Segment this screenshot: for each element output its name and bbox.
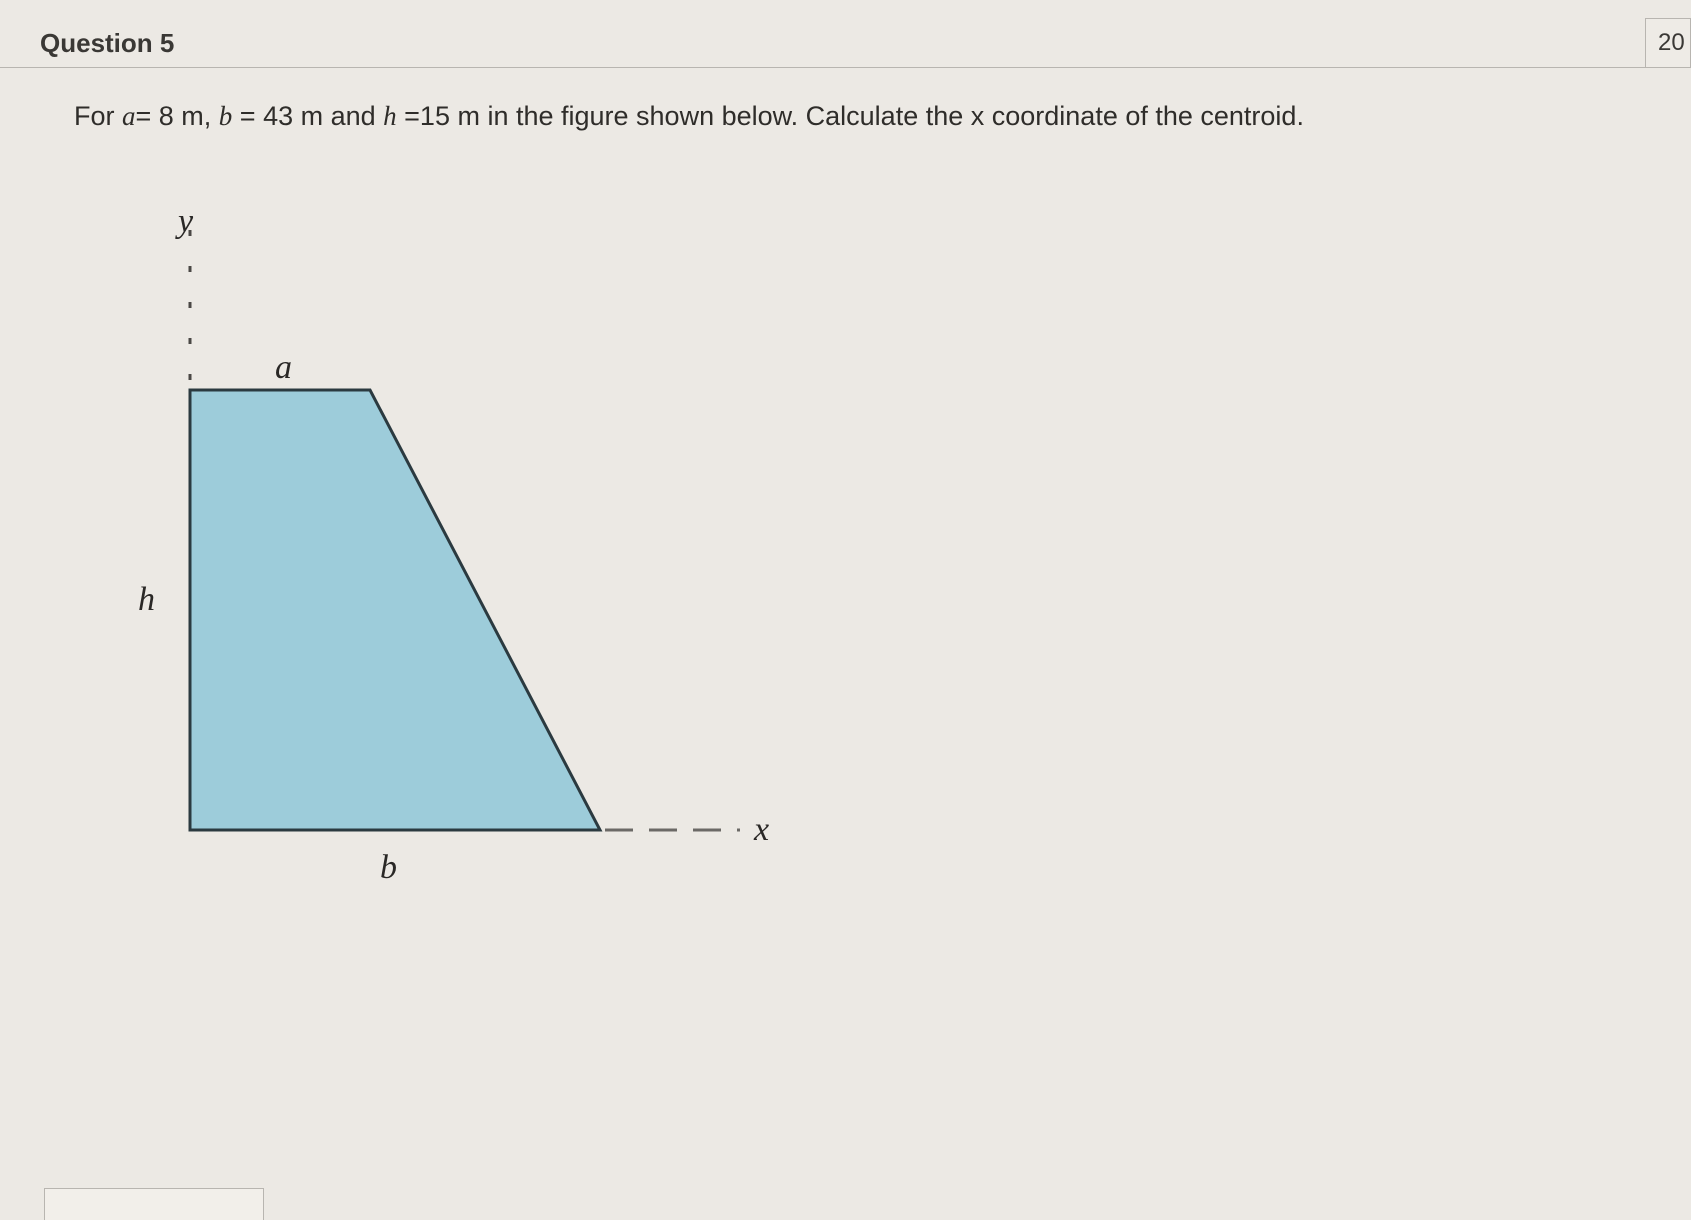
eq-h: =15 m in the figure shown below. Calcula… — [397, 101, 1304, 131]
figure: y a h b x — [120, 210, 920, 1010]
eq-a: = 8 m, — [136, 101, 219, 131]
label-x: x — [753, 811, 769, 848]
answer-input-box[interactable] — [44, 1188, 264, 1220]
trapezoid-shape — [190, 390, 600, 830]
page: Question 5 20 p For a= 8 m, b = 43 m and… — [0, 0, 1691, 1220]
eq-b: = 43 m and — [232, 101, 383, 131]
label-b: b — [380, 849, 397, 886]
question-label: Question 5 — [40, 28, 174, 59]
points-badge: 20 p — [1645, 18, 1691, 68]
question-header: Question 5 20 p — [0, 0, 1691, 68]
var-h: h — [383, 101, 397, 131]
label-a: a — [275, 349, 292, 386]
question-prompt: For a= 8 m, b = 43 m and h =15 m in the … — [0, 68, 1691, 134]
var-a: a — [122, 101, 136, 131]
label-h: h — [138, 581, 155, 618]
prompt-text: For — [74, 101, 122, 131]
trapezoid-diagram: y a h b x — [120, 210, 920, 970]
var-b: b — [219, 101, 233, 131]
label-y: y — [175, 210, 194, 240]
